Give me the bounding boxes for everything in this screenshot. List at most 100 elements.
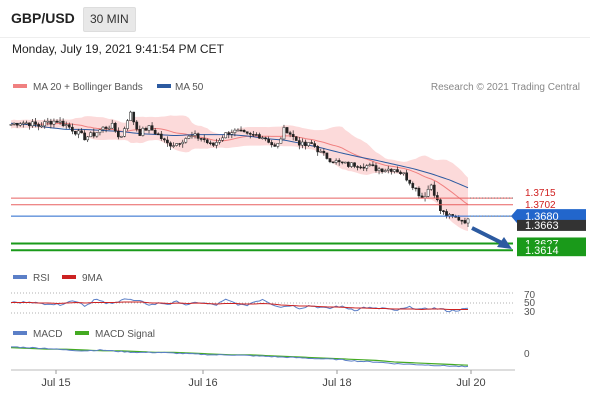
candle-body [70, 126, 74, 132]
candle-body [383, 170, 387, 172]
support-tag [517, 244, 586, 257]
candle-body [74, 130, 77, 135]
candle-body [175, 143, 178, 146]
candle-body [393, 169, 396, 172]
candle-body [242, 129, 246, 132]
macd-plot [10, 346, 469, 368]
candle-body [325, 152, 329, 159]
candle-body [328, 158, 332, 163]
rsi-plot [10, 292, 515, 314]
legend-ma50-label: MA 50 [175, 82, 204, 93]
ma20-line [10, 122, 469, 205]
candle-body [337, 160, 341, 163]
candle-body [46, 120, 50, 123]
candle-body [245, 131, 249, 134]
candle-body [83, 132, 86, 141]
legend-rsi-ma-label: 9MA [82, 273, 103, 284]
candle-body [172, 145, 175, 147]
forecast-arrow [471, 226, 512, 249]
candle-body [205, 139, 209, 144]
candle-body [37, 124, 40, 127]
candle-body [285, 127, 289, 133]
candle-body [255, 134, 258, 136]
candle-body [301, 141, 304, 146]
candle-body [288, 132, 292, 135]
candle-body [310, 142, 313, 144]
current-price-label: 1.3663 [525, 220, 559, 232]
rsi-ma-line [11, 301, 468, 310]
candle-body [374, 165, 378, 171]
candle-body [233, 129, 237, 133]
pivot-tag [517, 209, 586, 224]
candle-body [218, 140, 221, 143]
candle-body [350, 162, 353, 167]
copyright-text: Research © 2021 Trading Central [431, 82, 580, 93]
bollinger-band [11, 115, 468, 232]
candle-body [159, 133, 163, 139]
candle-body [399, 171, 402, 174]
legend-signal-label: MACD Signal [95, 329, 155, 340]
candle-body [442, 210, 445, 212]
candle-body [426, 189, 430, 197]
candle-body [380, 168, 384, 172]
candle-body [279, 138, 283, 144]
candle-body [307, 142, 310, 147]
candle-body [322, 151, 326, 154]
candle-body [92, 132, 96, 137]
candle-body [199, 138, 203, 140]
candle-body [116, 130, 120, 138]
candle-body [187, 135, 191, 139]
candle-body [248, 133, 252, 135]
candle-body [61, 120, 65, 126]
rsi-line [10, 298, 469, 313]
macd-line [10, 346, 469, 368]
candle-body [24, 122, 28, 125]
candle-body [258, 134, 261, 139]
legend-bb-label: MA 20 + Bollinger Bands [33, 82, 143, 93]
candle-body [304, 141, 307, 147]
legend-bb-swatch [13, 84, 27, 88]
candle-body [107, 127, 111, 130]
x-tick-label: Jul 16 [188, 377, 217, 389]
candle-body [294, 136, 298, 141]
candle-body [221, 137, 224, 141]
candle-body [28, 122, 31, 127]
candle-body [120, 136, 123, 138]
candle-body [227, 132, 231, 135]
candle-body [89, 132, 93, 138]
candle-body [12, 122, 16, 125]
candle-body [215, 142, 218, 146]
candle-body [251, 134, 255, 136]
candle-body [445, 211, 448, 217]
candle-body [18, 123, 22, 126]
timeframe-button[interactable]: 30 MIN [83, 7, 136, 32]
candle-body [368, 164, 372, 166]
candle-body [43, 121, 47, 127]
x-tick-label: Jul 15 [41, 377, 70, 389]
candle-body [21, 122, 25, 125]
candle-body [166, 139, 169, 144]
candle-body [334, 160, 338, 163]
candle-body [80, 130, 83, 134]
x-tick-label: Jul 18 [322, 377, 351, 389]
candle-body [178, 143, 182, 145]
candle-body [132, 111, 136, 123]
candle-body [196, 133, 200, 139]
candle-body [457, 217, 461, 221]
candle-body [34, 121, 37, 125]
legend-rsi-swatch [13, 275, 27, 279]
candle-body [343, 161, 347, 164]
candle-body [212, 142, 215, 146]
candle-body [135, 121, 139, 130]
candle-body [264, 137, 267, 140]
candle-body [356, 166, 359, 168]
candle-body [316, 146, 320, 153]
candle-body [276, 143, 280, 147]
legend-macd-swatch [13, 331, 27, 335]
chart-panel [0, 37, 590, 401]
candle-body [267, 138, 270, 143]
candle-body [101, 126, 105, 130]
candle-body [429, 184, 433, 190]
candle-body [144, 127, 148, 131]
